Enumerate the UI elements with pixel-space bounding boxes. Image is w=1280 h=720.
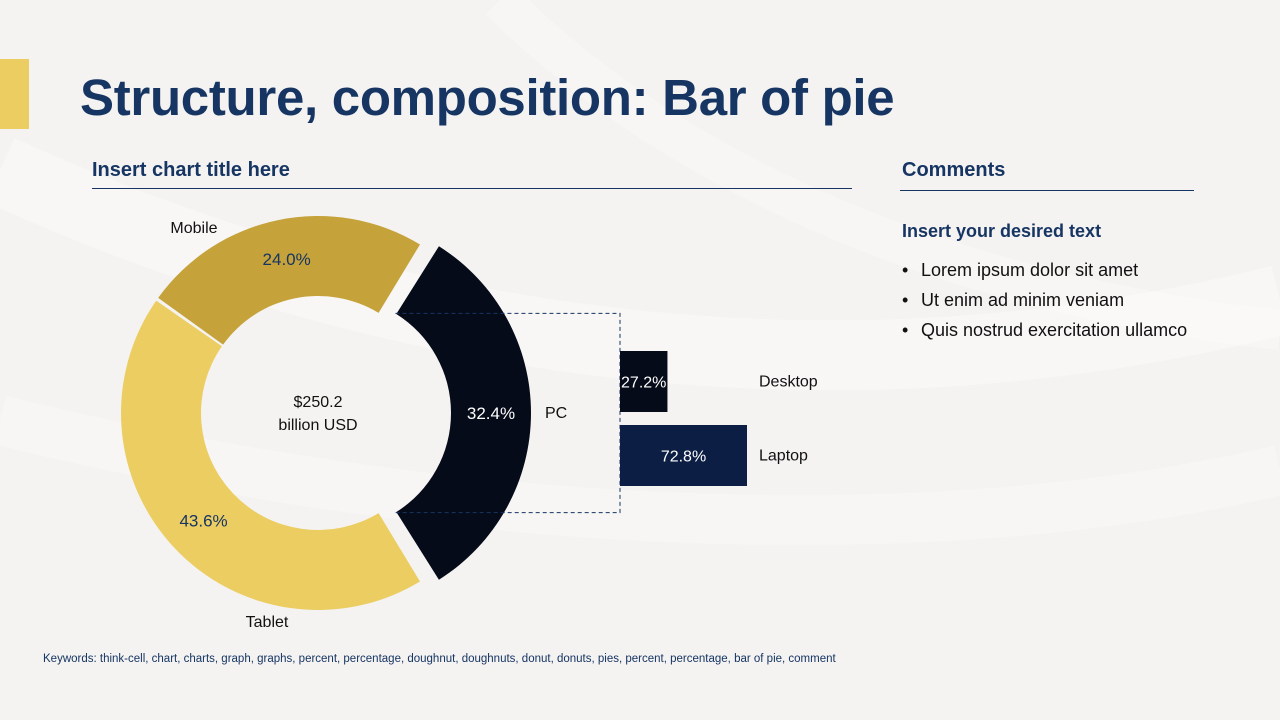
comment-bullet: • Quis nostrud exercitation ullamco [902,319,1187,349]
breakout-bar-laptop [620,425,747,486]
slide-title: Structure, composition: Bar of pie [80,69,895,126]
slice-tablet-value-label: 24.0% [263,250,311,269]
breakout-bar-desktop [620,351,668,412]
slice-tablet-category-label: Tablet [246,614,289,631]
center-total-value: $250.2 [294,394,343,411]
title-accent-bar [0,59,29,129]
slice-pc [396,246,531,580]
chart-title-rule [92,188,852,189]
slice-pc-value-label: 32.4% [467,404,515,423]
breakout-bar-desktop-value-label: 27.2% [621,375,666,392]
breakout-bar-desktop-category-label: Desktop [759,374,818,391]
comment-bullet: • Lorem ipsum dolor sit amet [902,259,1187,289]
chart-title: Insert chart title here [92,159,290,181]
bullet-dot-icon: • [902,260,909,280]
comment-bullet-text: Quis nostrud exercitation ullamco [921,320,1188,340]
comment-bullet-text: Ut enim ad minim veniam [921,290,1125,310]
slice-mobile [121,300,420,610]
slice-mobile-category-label: Mobile [170,220,217,237]
breakout-bar-laptop-category-label: Laptop [759,448,808,465]
comments-subheading: Insert your desired text [902,221,1102,241]
slice-tablet [158,215,420,345]
breakout-bar-laptop-value-label: 72.8% [661,449,706,466]
center-total-unit: billion USD [278,417,357,434]
comments-bullet-list: • Lorem ipsum dolor sit amet • Ut enim ad … [902,259,1187,349]
comment-bullet: • Ut enim ad minim veniam [902,289,1187,319]
comments-rule [900,190,1194,191]
comments-heading: Comments [902,159,1006,181]
slice-pc-category-label: PC [545,405,567,422]
bullet-dot-icon: • [902,320,909,340]
keywords-footer: Keywords: think-cell, chart, charts, gra… [43,653,836,665]
bar-of-pie-connector [395,312,621,514]
bullet-dot-icon: • [902,290,909,310]
slice-mobile-value-label: 43.6% [179,511,227,530]
comment-bullet-text: Lorem ipsum dolor sit amet [921,260,1139,280]
